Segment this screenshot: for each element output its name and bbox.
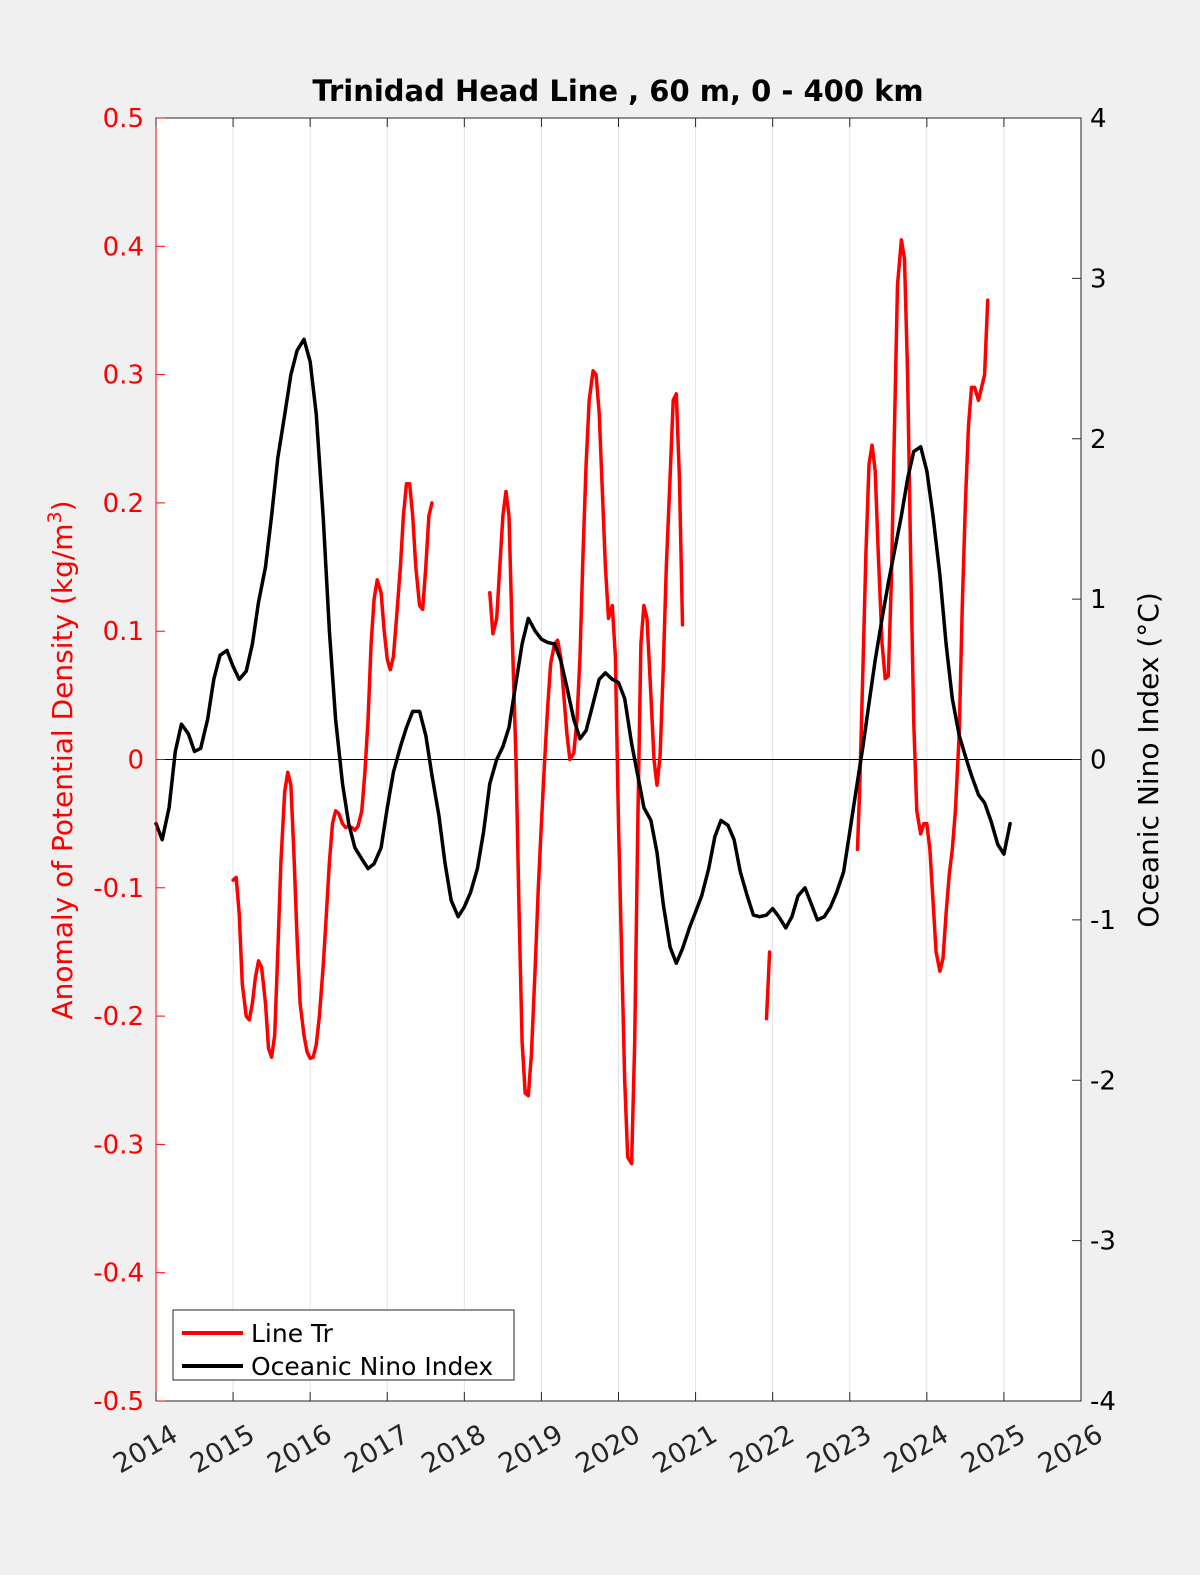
series-line-line-tr — [231, 481, 434, 1061]
left-tick-label: 0.2 — [103, 489, 144, 519]
right-tick-label: 4 — [1090, 104, 1107, 134]
right-axis: -4 -3 -2 -1 0 1 2 3 4 — [1072, 104, 1116, 1417]
left-tick-label: -0.4 — [93, 1259, 144, 1289]
right-tick-label: -1 — [1090, 906, 1116, 936]
x-tick-label: 2016 — [262, 1419, 337, 1480]
x-tick-label: 2020 — [571, 1419, 646, 1480]
right-axis-label: Oceanic Nino Index (°C) — [1132, 592, 1165, 928]
legend: Line Tr Oceanic Nino Index — [172, 1309, 515, 1381]
right-tick-label: -3 — [1090, 1227, 1116, 1257]
left-tick-label: 0.4 — [103, 232, 144, 262]
left-tick-label: 0.5 — [103, 104, 144, 134]
left-axis-label-superscript: 3 — [44, 511, 66, 523]
series-line-line-tr — [855, 238, 990, 973]
right-tick-label: 1 — [1090, 585, 1107, 615]
left-axis-label: Anomaly of Potential Density (kg/m3) — [44, 500, 79, 1019]
left-tick-label: -0.3 — [93, 1130, 144, 1160]
x-tick-label: 2018 — [416, 1419, 491, 1480]
right-tick-label: 2 — [1090, 425, 1107, 455]
x-tick-label: 2014 — [108, 1419, 183, 1480]
left-tick-label: -0.5 — [93, 1387, 144, 1417]
legend-label-line-tr: Line Tr — [251, 1319, 334, 1348]
x-tick-label: 2017 — [339, 1419, 414, 1480]
right-tick-label: -2 — [1090, 1066, 1116, 1096]
right-tick-label: 3 — [1090, 264, 1107, 294]
series-layer — [154, 238, 1012, 1166]
x-tick-label: 2015 — [185, 1419, 260, 1480]
left-tick-label: 0.1 — [103, 617, 144, 647]
x-tick-label: 2019 — [494, 1419, 569, 1480]
series-line-line-tr — [764, 950, 772, 1021]
left-axis-label-suffix: ) — [46, 500, 79, 511]
left-tick-label: -0.1 — [93, 874, 144, 904]
right-tick-label: -4 — [1090, 1387, 1116, 1417]
x-tick-label: 2021 — [648, 1419, 723, 1480]
x-tick-label: 2024 — [879, 1419, 954, 1480]
series-line-oceanic-nino-index — [154, 337, 1012, 965]
x-tick-label: 2023 — [802, 1419, 877, 1480]
left-tick-label: 0 — [127, 746, 144, 776]
left-axis: -0.5 -0.4 -0.3 -0.2 -0.1 0 0.1 0.2 0.3 0.4 0.5 — [93, 104, 165, 1417]
x-tick-label: 2025 — [956, 1419, 1031, 1480]
chart-title: Trinidad Head Line , 60 m, 0 - 400 km — [312, 74, 923, 108]
series-line-line-tr — [488, 369, 685, 1166]
left-tick-label: 0.3 — [103, 361, 144, 391]
x-tick-label: 2026 — [1033, 1419, 1108, 1480]
left-tick-label: -0.2 — [93, 1002, 144, 1032]
right-tick-label: 0 — [1090, 746, 1107, 776]
legend-label-oni: Oceanic Nino Index — [251, 1352, 493, 1381]
legend-box — [172, 1309, 515, 1381]
x-tick-label: 2022 — [725, 1419, 800, 1480]
